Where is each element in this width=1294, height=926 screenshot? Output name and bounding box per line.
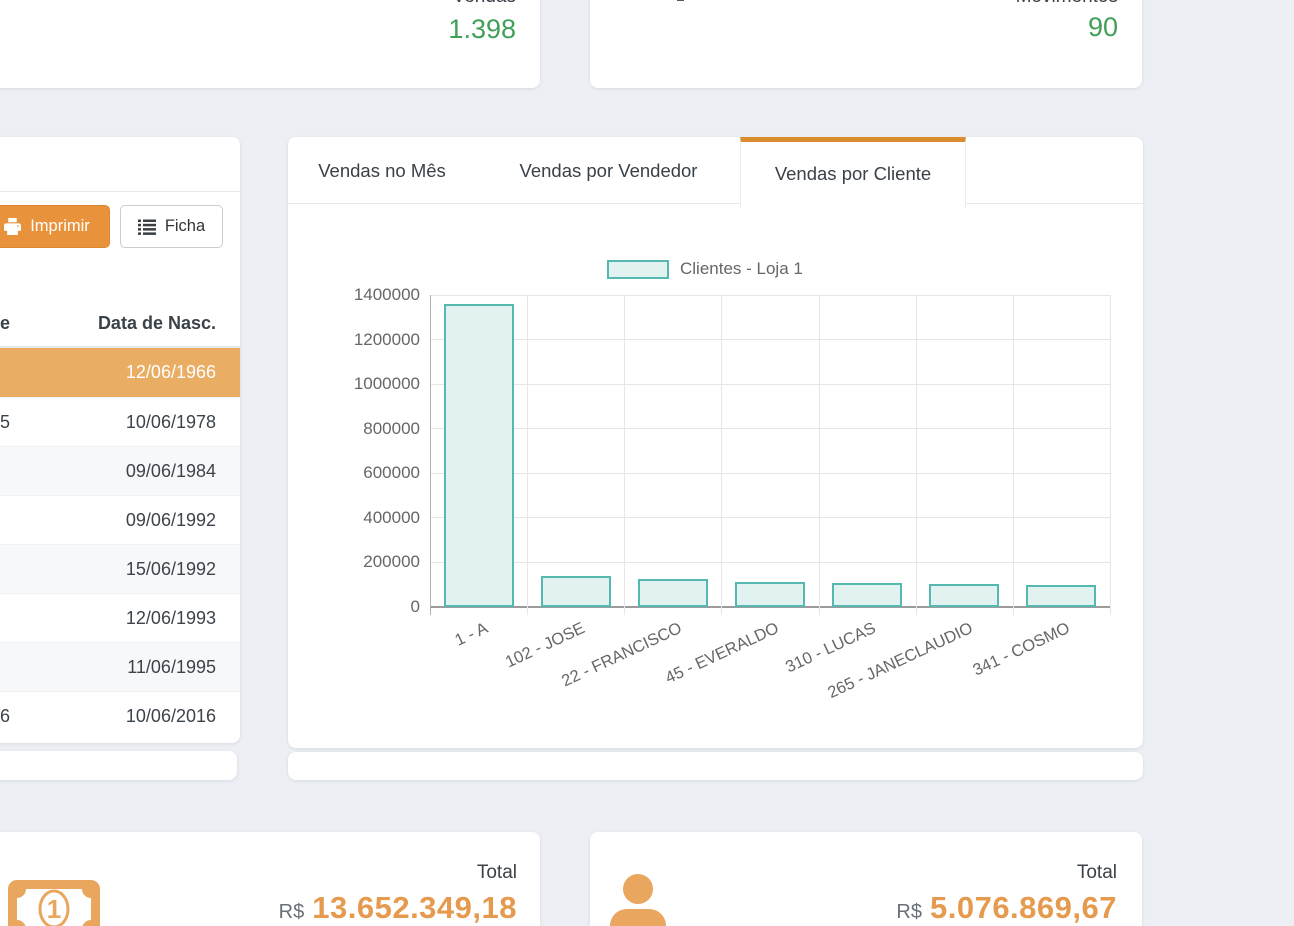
bar-102 - JOSE[interactable] bbox=[540, 576, 611, 607]
client-amount: 5.076.869,67 bbox=[929, 890, 1117, 925]
movimentos-label: Movimentos bbox=[1016, 0, 1118, 8]
vendas-label: Vendas bbox=[453, 0, 516, 8]
clients-table: e Data de Nasc. 12/06/1966 5 10/06/1978 … bbox=[0, 300, 240, 740]
tab-vendas-por-vendedor[interactable]: Vendas por Vendedor bbox=[519, 160, 698, 181]
ficha-button[interactable]: Ficha bbox=[120, 205, 223, 248]
bar-341 - COSMO[interactable] bbox=[1026, 584, 1097, 607]
client-total-card: Total R$ 5.076.869,67 bbox=[590, 832, 1142, 926]
row-date-cell: 10/06/1978 bbox=[125, 411, 216, 432]
bar-45 - EVERALDO[interactable] bbox=[735, 582, 805, 607]
table-row[interactable]: 15/06/1992 bbox=[0, 544, 240, 593]
print-button[interactable]: Imprimir bbox=[0, 205, 110, 248]
row-left-cell: 5 bbox=[0, 411, 11, 432]
chart-panel: Vendas no Mês Vendas por Vendedor Vendas… bbox=[288, 137, 1143, 748]
gridline bbox=[430, 339, 1110, 341]
list-icon bbox=[137, 219, 156, 235]
gridline bbox=[1110, 295, 1111, 615]
print-button-label: Imprimir bbox=[30, 217, 90, 235]
table-row[interactable]: 5 10/06/1978 bbox=[0, 397, 240, 446]
person-icon bbox=[607, 873, 669, 926]
legend-label: Clientes - Loja 1 bbox=[680, 259, 803, 278]
movimentos-icon bbox=[677, 0, 684, 1]
revenue-total-value: R$ 13.652.349,18 bbox=[279, 890, 517, 926]
currency-prefix: R$ bbox=[278, 901, 305, 923]
table-header-name-partial: e bbox=[0, 312, 11, 333]
tab-vendas-no-mes[interactable]: Vendas no Mês bbox=[318, 160, 446, 181]
y-tick-label: 400000 bbox=[363, 507, 420, 527]
chart-legend[interactable]: Clientes - Loja 1 bbox=[607, 259, 803, 279]
table-row[interactable]: 12/06/1993 bbox=[0, 593, 240, 642]
money-bill-icon: 1 bbox=[8, 880, 100, 926]
table-row[interactable]: 11/06/1995 bbox=[0, 642, 240, 691]
right-strip-card bbox=[288, 752, 1143, 780]
revenue-total-label: Total bbox=[476, 862, 517, 883]
y-tick-label: 1000000 bbox=[353, 374, 420, 394]
y-tick-label: 200000 bbox=[363, 552, 420, 572]
x-axis-label: 102 - JOSE bbox=[502, 619, 588, 672]
printer-icon bbox=[4, 218, 22, 235]
movimentos-stat-card: Movimentos 90 bbox=[590, 0, 1142, 88]
row-left-cell: 6 bbox=[0, 705, 11, 726]
gridline bbox=[818, 295, 820, 615]
y-tick-label: 600000 bbox=[363, 463, 420, 483]
client-total-label: Total bbox=[1076, 862, 1117, 883]
gridline bbox=[527, 295, 529, 615]
clients-panel: Imprimir Ficha e Data de Nasc. 12/06/196… bbox=[0, 137, 240, 743]
row-date-cell: 10/06/2016 bbox=[125, 705, 216, 726]
bar-265 - JANECLAUDIO[interactable] bbox=[929, 583, 1000, 607]
client-total-value: R$ 5.076.869,67 bbox=[896, 890, 1117, 926]
x-axis-label: 341 - COSMO bbox=[970, 619, 1074, 680]
vendas-value: 1.398 bbox=[448, 14, 516, 44]
bar-22 - FRANCISCO[interactable] bbox=[637, 578, 708, 607]
table-header-row: e Data de Nasc. bbox=[0, 300, 240, 348]
y-tick-label: 1400000 bbox=[353, 285, 420, 304]
gridline bbox=[915, 295, 917, 615]
row-date-cell: 09/06/1984 bbox=[125, 460, 216, 481]
table-row[interactable]: 09/06/1984 bbox=[0, 446, 240, 495]
table-row[interactable]: 09/06/1992 bbox=[0, 495, 240, 544]
bar-310 - LUCAS[interactable] bbox=[832, 582, 903, 607]
gridline bbox=[430, 561, 1110, 563]
gridline bbox=[430, 517, 1110, 519]
legend-swatch bbox=[607, 259, 669, 279]
row-date-cell: 11/06/1995 bbox=[127, 656, 216, 677]
gridline bbox=[1012, 295, 1014, 615]
bar-1 - A[interactable] bbox=[443, 303, 514, 607]
ficha-button-label: Ficha bbox=[164, 217, 206, 235]
y-axis-line bbox=[430, 295, 431, 615]
y-tick-label: 0 bbox=[410, 597, 420, 616]
row-date-cell: 12/06/1993 bbox=[125, 607, 216, 628]
revenue-total-card: 1 Total R$ 13.652.349,18 bbox=[0, 832, 540, 926]
gridline bbox=[430, 294, 1110, 296]
gridline bbox=[430, 472, 1110, 474]
vendas-stat-card: Vendas 1.398 bbox=[0, 0, 540, 88]
x-axis-line bbox=[430, 606, 1110, 608]
y-tick-label: 800000 bbox=[363, 418, 420, 438]
table-row[interactable]: 6 10/06/2016 bbox=[0, 691, 240, 740]
left-strip-card bbox=[0, 751, 237, 780]
svg-text:1: 1 bbox=[47, 894, 61, 924]
revenue-amount: 13.652.349,18 bbox=[312, 890, 517, 925]
movimentos-value: 90 bbox=[1087, 12, 1118, 42]
gridline bbox=[430, 383, 1110, 385]
gridline bbox=[624, 295, 626, 615]
y-tick-label: 1200000 bbox=[353, 329, 420, 349]
bar-chart: Clientes - Loja 1 0 200000 400000 600000 800… bbox=[288, 204, 1143, 748]
gridline bbox=[430, 428, 1110, 430]
table-header-date: Data de Nasc. bbox=[97, 312, 216, 333]
currency-prefix: R$ bbox=[896, 901, 922, 923]
row-date-cell: 12/06/1966 bbox=[125, 362, 216, 382]
row-date-cell: 15/06/1992 bbox=[125, 558, 216, 579]
row-date-cell: 09/06/1992 bbox=[125, 509, 216, 530]
table-row[interactable]: 12/06/1966 bbox=[0, 348, 240, 397]
gridline bbox=[721, 295, 723, 615]
tab-bar bbox=[288, 137, 1143, 204]
clients-panel-header bbox=[0, 137, 240, 192]
x-axis-label: 1 - A bbox=[451, 619, 491, 650]
tab-vendas-por-cliente[interactable]: Vendas por Cliente bbox=[740, 137, 966, 209]
